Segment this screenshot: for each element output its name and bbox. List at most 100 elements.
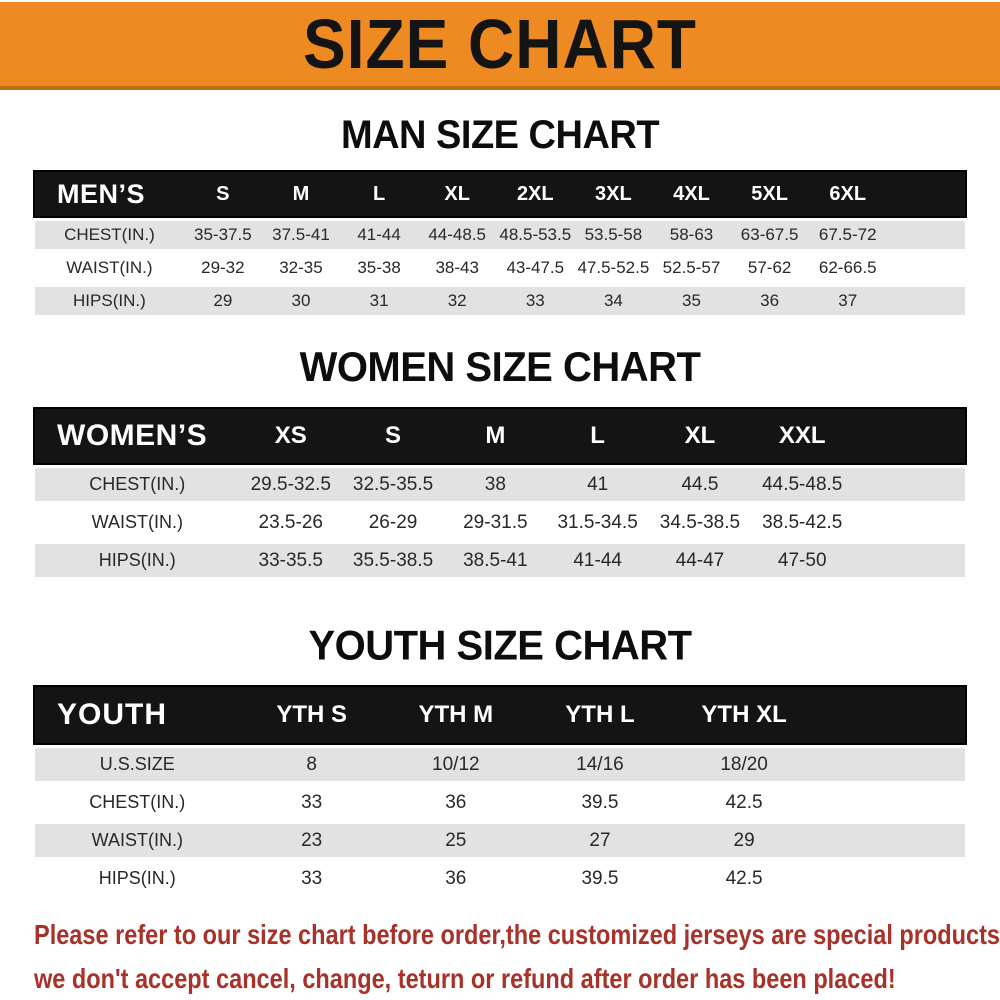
women-size-value: 26-29 (368, 511, 418, 533)
men-row-label: CHEST(IN.) (64, 225, 155, 244)
men-corner-label: MEN’S (57, 178, 146, 209)
men-size-value: 63-67.5 (740, 225, 799, 244)
youth-size-value: 10/12 (432, 753, 480, 775)
women-size-value: 38.5-42.5 (762, 511, 843, 533)
women-corner-label: WOMEN’S (57, 419, 208, 452)
youth-size-column-header: YTH XL (701, 701, 787, 728)
men-size-column-header: L (372, 182, 386, 205)
women-table-row: HIPS(IN.) 33-35.5 35.5-38.5 38.5-41 41-44 44-… (35, 544, 965, 577)
youth-size-value: 33 (301, 791, 323, 813)
women-table-row: WAIST(IN.) 23.5-26 26-29 29-31.5 31.5-34.5 34… (35, 506, 965, 539)
women-size-value: 44.5 (681, 473, 719, 495)
youth-size-value: 39.5 (581, 867, 619, 889)
men-size-value: 35 (682, 291, 701, 310)
women-size-value: 29.5-32.5 (250, 473, 331, 495)
women-row-label: WAIST(IN.) (91, 512, 183, 532)
footer-note-line-2: we don't accept cancel, change, teturn o… (34, 963, 896, 994)
footer-note-line-1: Please refer to our size chart before or… (34, 919, 1000, 950)
men-size-value: 33 (525, 291, 545, 310)
men-size-value: 31 (369, 291, 389, 310)
men-size-value: 29-32 (201, 258, 245, 277)
women-size-column-header: M (485, 422, 506, 449)
youth-size-value: 27 (589, 829, 611, 851)
men-table-row: WAIST(IN.) 29-32 32-35 35-38 38-43 43-47.5 47.… (35, 254, 965, 282)
youth-size-value: 25 (445, 829, 467, 851)
banner: SIZE CHART (0, 2, 1000, 90)
men-size-value: 58-63 (669, 225, 714, 244)
men-table-row: HIPS(IN.) 29 30 31 32 33 34 35 36 37 (35, 287, 965, 315)
men-section: MAN SIZE CHART MEN’S S M L XL 2XL 3XL 4XL 5XL 6XL… (0, 90, 1000, 315)
youth-size-column-header: YTH S (276, 701, 347, 728)
men-size-column-header: 5XL (751, 182, 788, 205)
women-size-value: 33-35.5 (258, 549, 323, 571)
men-size-value: 67.5-72 (818, 225, 877, 244)
youth-size-value: 36 (445, 867, 467, 889)
men-row-label: HIPS(IN.) (73, 291, 146, 310)
women-header-row: WOMEN’S XS S M L XL XXL (35, 409, 965, 463)
men-section-heading: MAN SIZE CHART (340, 113, 660, 158)
women-size-column-header: L (590, 422, 605, 449)
men-size-value: 32 (447, 291, 467, 310)
men-size-value: 37 (838, 291, 858, 310)
men-size-column-header: 4XL (673, 182, 710, 205)
youth-size-value: 33 (301, 867, 323, 889)
youth-table-row: CHEST(IN.) 33 36 39.5 42.5 (35, 786, 965, 819)
youth-size-value: 36 (445, 791, 467, 813)
men-size-value: 30 (291, 291, 311, 310)
women-size-value: 31.5-34.5 (557, 511, 638, 533)
men-row-label: WAIST(IN.) (66, 258, 153, 277)
youth-table-row: HIPS(IN.) 33 36 39.5 42.5 (35, 862, 965, 895)
women-size-column-header: XL (684, 422, 716, 449)
youth-row-label: CHEST(IN.) (89, 792, 186, 812)
men-size-value: 38-43 (435, 258, 479, 277)
women-size-value: 44-47 (675, 549, 725, 571)
men-size-value: 35-38 (357, 258, 401, 277)
banner-title: SIZE CHART (303, 5, 697, 83)
youth-size-value: 8 (306, 753, 317, 775)
youth-header-row: YOUTH YTH S YTH M YTH L YTH XL (35, 687, 965, 743)
men-size-column-header: XL (444, 182, 470, 205)
youth-size-value: 42.5 (725, 791, 763, 813)
men-size-column-header: M (292, 182, 310, 205)
women-size-column-header: S (385, 422, 402, 449)
men-size-value: 44-48.5 (428, 225, 487, 244)
women-size-value: 41-44 (573, 549, 622, 571)
youth-size-value: 23 (301, 829, 323, 851)
men-size-column-header: 3XL (595, 182, 632, 205)
men-size-value: 37.5-41 (272, 225, 330, 244)
youth-row-label: HIPS(IN.) (98, 868, 176, 888)
women-size-value: 47-50 (777, 549, 827, 571)
women-size-value: 34.5-38.5 (659, 511, 741, 533)
men-size-value: 52.5-57 (662, 258, 721, 277)
men-size-value: 43-47.5 (506, 258, 565, 277)
youth-size-column-header: YTH M (418, 701, 494, 728)
youth-size-value: 18/20 (720, 753, 768, 775)
women-section: WOMEN SIZE CHART WOMEN’S XS S M L XL XXL CHEST(… (0, 315, 1000, 577)
youth-size-value: 14/16 (576, 753, 624, 775)
youth-table-row: U.S.SIZE 8 10/12 14/16 18/20 (35, 748, 965, 781)
youth-size-column-header: YTH L (565, 701, 635, 728)
men-header-row: MEN’S S M L XL 2XL 3XL 4XL 5XL 6XL (35, 172, 965, 216)
men-table-row: CHEST(IN.) 35-37.5 37.5-41 41-44 44-48.5 48.5… (35, 221, 965, 249)
youth-table-row: WAIST(IN.) 23 25 27 29 (35, 824, 965, 857)
women-section-heading: WOMEN SIZE CHART (299, 344, 701, 391)
women-size-value: 29-31.5 (463, 511, 528, 533)
women-size-column-header: XXL (778, 422, 826, 449)
youth-size-value: 29 (733, 829, 755, 851)
women-size-table: WOMEN’S XS S M L XL XXL CHEST(IN.) 29.5-32.5 32.5… (35, 409, 965, 577)
men-size-value: 29 (213, 291, 233, 310)
women-size-value: 35.5-38.5 (352, 549, 434, 571)
men-size-column-header: 6XL (829, 182, 867, 205)
men-size-value: 48.5-53.5 (499, 225, 572, 244)
youth-row-label: WAIST(IN.) (91, 830, 183, 850)
women-table-row: CHEST(IN.) 29.5-32.5 32.5-35.5 38 41 44.5 44.5… (35, 468, 965, 501)
women-size-value: 38 (484, 473, 506, 495)
men-size-value: 41-44 (357, 225, 401, 244)
women-size-value: 41 (587, 473, 609, 495)
youth-corner-label: YOUTH (57, 698, 167, 731)
men-size-column-header: 2XL (516, 182, 554, 205)
men-size-column-header: S (216, 182, 230, 205)
youth-size-value: 42.5 (725, 867, 763, 889)
youth-size-table: YOUTH YTH S YTH M YTH L YTH XL U.S.SIZE 8 10/12… (35, 687, 965, 895)
